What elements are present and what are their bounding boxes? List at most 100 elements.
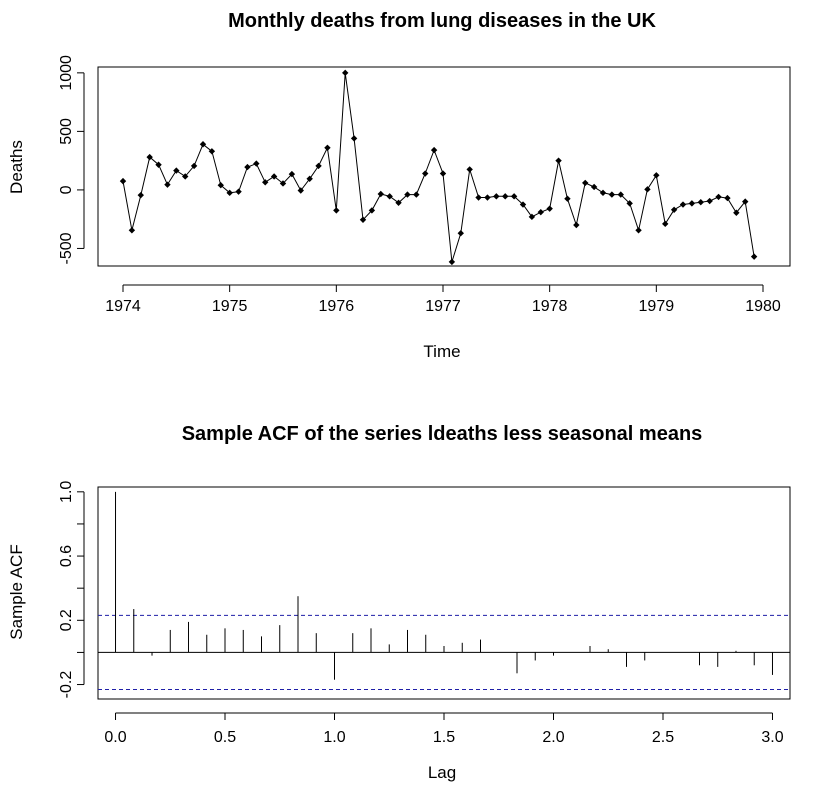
y-axis-label: Deaths — [7, 140, 26, 194]
data-point — [306, 175, 313, 182]
data-point — [528, 213, 536, 221]
data-point — [342, 69, 349, 77]
data-point — [555, 157, 562, 164]
data-point — [386, 193, 393, 200]
data-point — [119, 177, 127, 185]
data-point — [502, 193, 509, 200]
x-tick-label: 0.5 — [214, 729, 236, 746]
sample-acf-panel: Sample ACF of the series ldeaths less se… — [7, 423, 791, 782]
x-tick-label: 1978 — [532, 298, 568, 315]
data-point — [493, 193, 500, 200]
data-point — [519, 201, 527, 208]
y-tick-label: 0 — [58, 185, 75, 194]
data-point — [164, 181, 171, 188]
data-point — [279, 180, 287, 187]
x-tick-label: 1.5 — [433, 729, 455, 746]
data-point — [466, 166, 473, 173]
data-point — [182, 173, 189, 180]
data-point — [359, 216, 367, 223]
data-point — [582, 179, 589, 187]
data-point — [742, 198, 749, 205]
data-point — [706, 197, 713, 205]
x-tick-label: 1976 — [319, 298, 355, 315]
y-tick-label: 500 — [58, 118, 75, 145]
y-tick-label: 1.0 — [58, 481, 75, 503]
data-point — [262, 179, 269, 186]
data-point — [537, 208, 544, 216]
x-tick-label: 2.0 — [542, 729, 564, 746]
data-point — [377, 190, 384, 198]
data-point — [199, 141, 207, 148]
data-point — [510, 193, 518, 200]
x-tick-label: 1977 — [425, 298, 461, 315]
data-point — [750, 253, 758, 260]
data-point — [546, 205, 553, 212]
data-point — [653, 172, 660, 179]
y-axis: -0.2 0.2 0.6 1.0 — [58, 481, 85, 699]
y-tick-label: 1000 — [58, 55, 75, 91]
data-point — [475, 194, 482, 201]
x-tick-label: 1980 — [745, 298, 781, 315]
data-point — [190, 162, 198, 170]
data-point — [617, 191, 624, 198]
y-tick-label: 0.2 — [58, 609, 75, 631]
plot-frame — [97, 66, 791, 267]
data-point — [564, 195, 571, 202]
plot-frame — [97, 486, 791, 700]
data-point — [288, 170, 296, 178]
data-point — [484, 194, 491, 201]
data-point — [573, 221, 580, 229]
data-point — [155, 161, 162, 168]
data-point — [448, 258, 456, 266]
x-tick-label: 1975 — [212, 298, 248, 315]
y-tick-label: -500 — [58, 232, 75, 264]
data-point — [173, 167, 180, 174]
data-point — [413, 191, 420, 198]
data-point — [733, 209, 740, 216]
chart-title: Monthly deaths from lung diseases in the… — [228, 10, 656, 32]
y-axis-label: Sample ACF — [7, 544, 26, 639]
data-point — [395, 199, 402, 206]
series-line — [122, 72, 755, 263]
data-point — [590, 183, 598, 191]
data-point — [137, 191, 144, 199]
x-tick-label: 3.0 — [761, 729, 783, 746]
x-tick-label: 1979 — [639, 298, 675, 315]
data-point — [662, 220, 669, 228]
data-point — [146, 153, 153, 161]
x-axis: 0.0 0.5 1.0 1.5 2.0 2.5 3.0 — [104, 712, 784, 746]
data-point — [244, 163, 251, 171]
data-point — [315, 162, 322, 170]
data-point — [297, 187, 304, 194]
data-point — [457, 230, 464, 237]
x-tick-label: 1974 — [105, 298, 141, 315]
y-tick-label: 0.6 — [58, 545, 75, 567]
data-point — [724, 194, 731, 202]
data-point — [697, 199, 704, 206]
data-point — [626, 200, 633, 207]
chart-title: Sample ACF of the series ldeaths less se… — [182, 423, 703, 445]
data-point — [715, 193, 722, 201]
data-point — [270, 173, 278, 180]
data-point — [430, 146, 438, 154]
data-point — [688, 200, 696, 207]
x-axis-label: Lag — [428, 763, 456, 782]
x-tick-label: 0.0 — [104, 729, 126, 746]
data-point — [128, 227, 136, 234]
data-point — [350, 135, 358, 142]
data-point — [368, 207, 376, 214]
y-tick-label: -0.2 — [58, 671, 75, 699]
data-point — [670, 206, 678, 214]
data-point — [422, 170, 429, 177]
data-point — [439, 170, 447, 177]
data-point — [324, 144, 331, 151]
data-point — [217, 182, 224, 189]
data-point — [599, 189, 607, 197]
data-point — [635, 227, 642, 234]
lung-deaths-time-series-panel: Monthly deaths from lung diseases in the… — [7, 10, 791, 361]
data-point — [235, 188, 242, 195]
x-tick-label: 1.0 — [323, 729, 345, 746]
y-axis: -500 0 500 1000 — [58, 55, 85, 264]
data-point — [226, 189, 233, 197]
